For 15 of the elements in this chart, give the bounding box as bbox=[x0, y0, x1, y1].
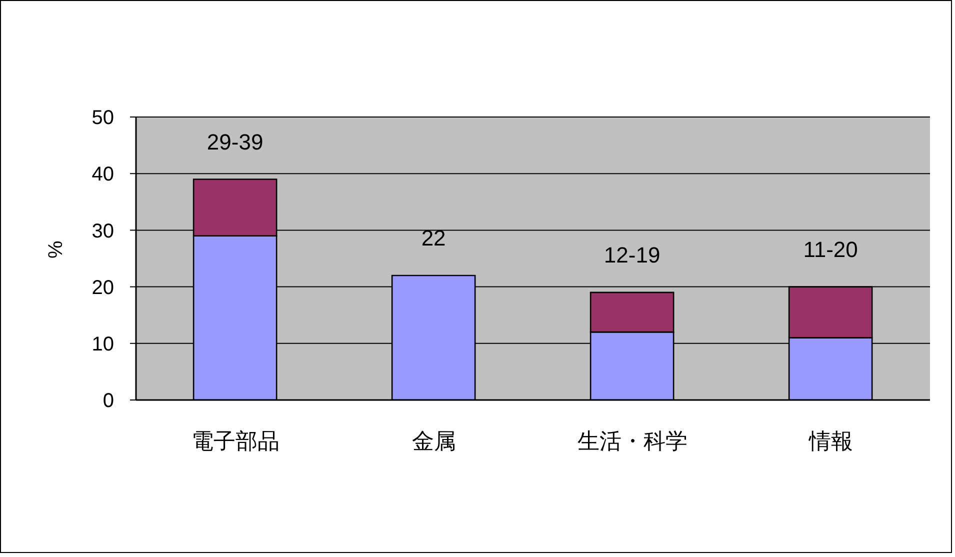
y-tick-label: 50 bbox=[92, 107, 114, 130]
y-tick-label: 20 bbox=[92, 276, 114, 299]
y-tick-label: 10 bbox=[92, 334, 114, 356]
y-tick-label: 30 bbox=[92, 220, 114, 242]
y-tick-label: 40 bbox=[92, 164, 114, 186]
data-label: 29-39 bbox=[206, 129, 264, 154]
y-axis-title: % bbox=[45, 240, 68, 258]
x-tick-label: 金属 bbox=[412, 428, 456, 454]
x-tick-label: 情報 bbox=[808, 428, 853, 454]
data-label: 11-20 bbox=[803, 236, 858, 262]
data-label: 22 bbox=[421, 225, 446, 250]
y-tick-label: 0 bbox=[102, 390, 114, 412]
x-tick-label: 生活・科学 bbox=[577, 428, 688, 454]
x-tick-label: 電子部品 bbox=[191, 428, 280, 454]
data-label: 12-19 bbox=[604, 242, 660, 268]
